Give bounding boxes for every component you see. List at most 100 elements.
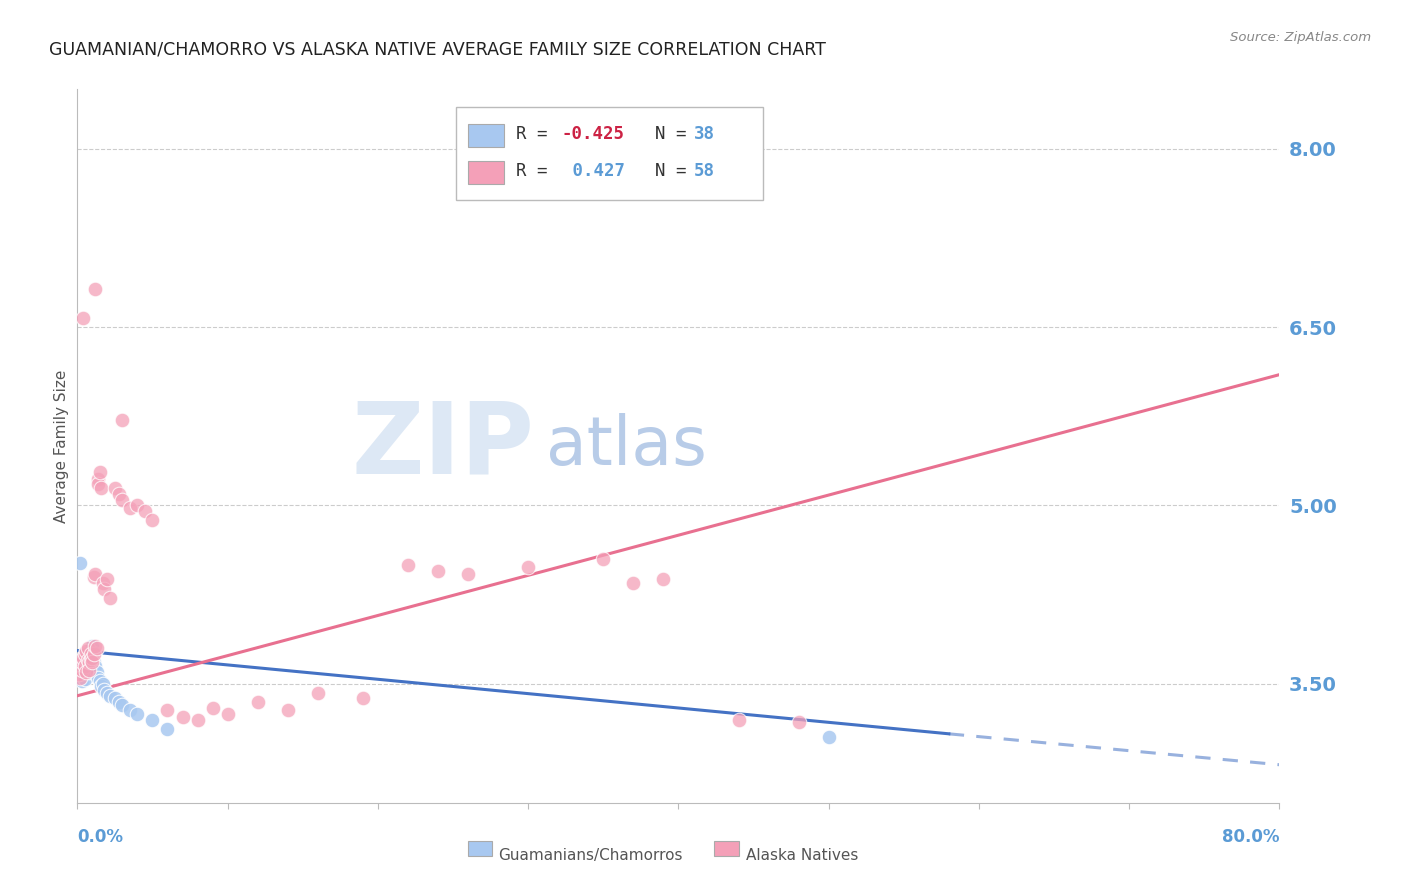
Point [91,575,114,590]
Point [73,667,96,681]
Point [84,659,107,673]
Text: N =: N = [634,162,697,180]
Point [79,656,101,670]
Point [352,691,374,706]
Point [90,679,112,693]
Point [84,567,107,582]
Point [127,499,149,513]
Point [73,672,96,686]
Text: 0.0%: 0.0% [77,828,124,846]
Point [80,643,103,657]
Point [82,650,104,665]
Point [70,663,93,677]
Text: 38: 38 [695,125,716,143]
Point [83,647,105,661]
Text: GUAMANIAN/CHAMORRO VS ALASKA NATIVE AVERAGE FAMILY SIZE CORRELATION CHART: GUAMANIAN/CHAMORRO VS ALASKA NATIVE AVER… [49,40,827,58]
Point [652,572,675,586]
Point [72,310,94,325]
Point [100,591,122,606]
Point [108,695,131,709]
Point [73,659,96,673]
Bar [714,840,738,856]
Point [108,486,131,500]
Point [127,706,149,721]
Text: 58: 58 [695,162,716,180]
Point [80,647,103,661]
Point [70,671,93,685]
Point [93,682,115,697]
Point [246,695,269,709]
Point [70,674,93,689]
Point [75,653,97,667]
Point [86,665,108,679]
Bar [468,161,505,184]
Point [89,674,111,689]
Point [83,570,105,584]
Point [79,665,101,679]
Bar [468,840,492,856]
Point [96,572,118,586]
Point [187,713,209,727]
Point [80,653,103,667]
Point [93,582,115,596]
Point [69,556,91,570]
Point [76,641,98,656]
Point [87,671,110,685]
Point [84,639,107,653]
Point [67,667,90,681]
Point [82,641,104,656]
Point [69,667,91,681]
Point [621,575,644,590]
Point [69,671,91,685]
Point [118,500,141,515]
Text: R =: R = [516,125,558,143]
Point [87,472,110,486]
Point [90,481,112,495]
Point [592,552,614,566]
Point [70,656,93,670]
Point [75,643,97,657]
Point [86,641,108,656]
Point [76,660,98,674]
Text: N =: N = [634,125,697,143]
Point [82,656,104,670]
Point [79,650,101,665]
Point [787,714,810,729]
Point [96,686,118,700]
Point [91,677,114,691]
Point [72,659,94,673]
Text: Source: ZipAtlas.com: Source: ZipAtlas.com [1230,31,1371,45]
Point [82,639,104,653]
Point [457,567,479,582]
Point [156,722,179,736]
Point [307,686,329,700]
Point [80,647,103,661]
Point [83,656,105,670]
Bar [468,124,505,147]
Text: 0.427: 0.427 [562,162,624,180]
Point [156,703,179,717]
Point [201,700,224,714]
Point [67,663,90,677]
Point [111,492,134,507]
Point [73,647,96,661]
Point [111,698,134,713]
Point [79,663,101,677]
Point [72,650,94,665]
Point [72,665,94,679]
FancyBboxPatch shape [456,107,762,200]
Text: Alaska Natives: Alaska Natives [745,847,858,863]
Text: -0.425: -0.425 [562,125,624,143]
Point [84,282,107,296]
Point [817,731,839,745]
Point [134,504,156,518]
Point [217,706,239,721]
Point [104,481,127,495]
Point [76,653,98,667]
Point [517,560,540,574]
Point [76,656,98,670]
Point [111,413,134,427]
Point [75,665,97,679]
Point [727,713,749,727]
Point [427,564,450,578]
